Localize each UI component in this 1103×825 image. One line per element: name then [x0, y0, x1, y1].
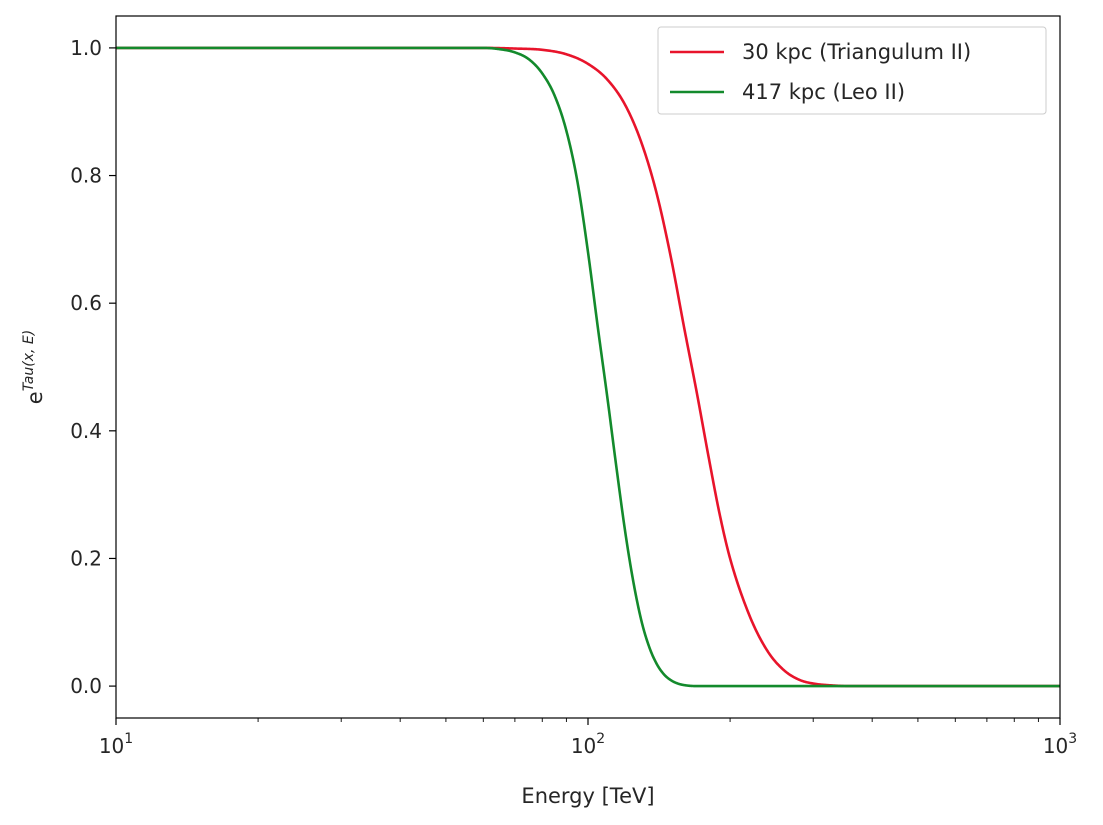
x-axis-label: Energy [TeV]	[521, 784, 654, 808]
y-tick-label-3: 0.4	[70, 419, 102, 443]
legend-box	[657, 26, 1047, 115]
y-tick-label-2: 0.2	[70, 546, 102, 570]
y-tick-label-4: 0.6	[70, 291, 102, 315]
y-tick-label-6: 1.0	[70, 36, 102, 60]
x-tick-label-3: 103	[1043, 731, 1077, 758]
y-axis-label-base: e	[23, 391, 47, 404]
legend-label-series-1: 30 kpc (Triangulum II)	[742, 40, 971, 64]
x-axis: 101 102 103	[99, 718, 1077, 758]
x-tick-label-1: 101	[99, 731, 133, 758]
y-tick-label-5: 0.8	[70, 164, 102, 188]
legend: 30 kpc (Triangulum II) 417 kpc (Leo II)	[657, 26, 1047, 115]
y-axis: 0.0 0.2 0.4 0.6 0.8 1.0	[70, 36, 116, 698]
svg-text:eTau(x, E): eTau(x, E)	[21, 330, 47, 404]
series-line-2	[116, 46, 1060, 688]
x-tick-label-2: 102	[571, 731, 605, 758]
plot-area	[116, 16, 1060, 718]
legend-label-series-2: 417 kpc (Leo II)	[742, 80, 905, 104]
series-layer	[116, 46, 1060, 688]
y-axis-label: eTau(x, E)	[21, 330, 47, 404]
y-axis-label-sup: Tau(x, E)	[21, 330, 37, 392]
y-tick-label-1: 0.0	[70, 674, 102, 698]
